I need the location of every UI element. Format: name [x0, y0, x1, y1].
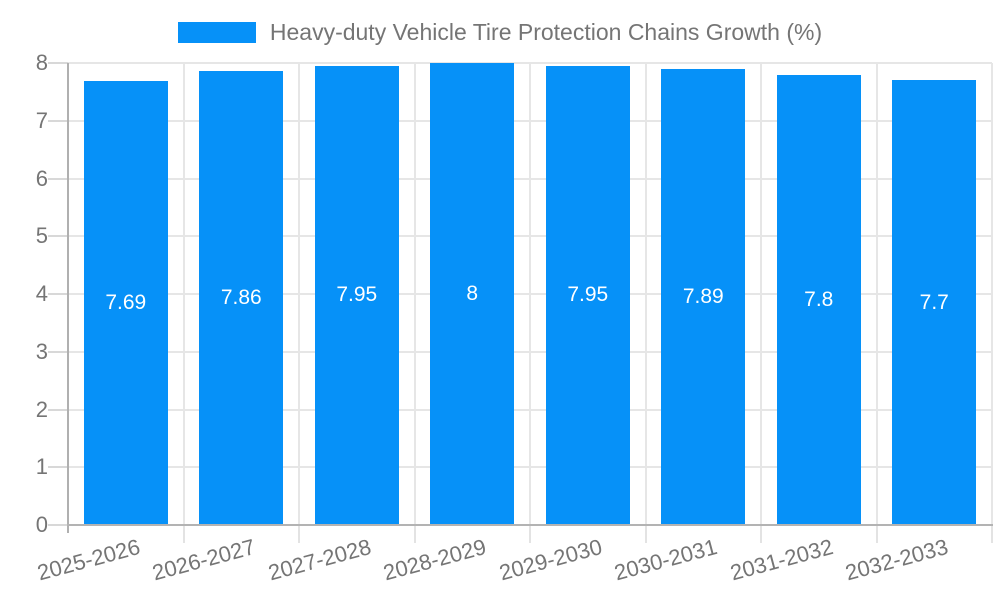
- x-gridline: [529, 63, 531, 525]
- x-gridline: [298, 63, 300, 525]
- y-axis-tick-label: 4: [35, 281, 48, 306]
- x-gridline: [875, 63, 878, 525]
- legend-swatch-icon: [177, 21, 256, 43]
- bar[interactable]: [776, 74, 861, 525]
- y-axis-tick: [48, 524, 68, 526]
- y-axis-line: [67, 63, 69, 533]
- bar[interactable]: [892, 80, 977, 525]
- x-gridline: [413, 63, 416, 525]
- bar-value-label: 7.95: [567, 283, 609, 307]
- x-axis-tick-label: 2031-2032: [727, 534, 836, 586]
- bar[interactable]: [661, 69, 746, 525]
- y-axis-tick: [48, 466, 68, 469]
- y-axis-tick: [48, 119, 68, 122]
- x-axis-tick-label: 2027-2028: [265, 534, 374, 586]
- x-axis-tick: [875, 525, 878, 543]
- bar-value-label: 7.86: [220, 286, 262, 310]
- x-axis-tick-label: 2025-2026: [34, 534, 143, 586]
- x-axis-tick-label: 2032-2033: [842, 534, 951, 586]
- bar[interactable]: [545, 65, 630, 525]
- y-axis-tick-label: 6: [35, 165, 48, 191]
- x-axis-tick-label: 2030-2031: [611, 534, 720, 586]
- bar[interactable]: [314, 65, 399, 525]
- x-gridline: [760, 63, 762, 525]
- x-axis-tick: [529, 525, 531, 543]
- y-axis-tick-label: 3: [35, 338, 48, 364]
- y-axis-tick-label: 5: [35, 223, 48, 249]
- bar-value-label: 7.69: [105, 290, 147, 314]
- x-axis-baseline: [67, 524, 993, 526]
- x-gridline: [991, 63, 993, 525]
- y-axis-tick-label: 7: [35, 107, 48, 133]
- y-axis-tick: [48, 235, 68, 238]
- x-axis-tick-label: 2026-2027: [149, 534, 258, 586]
- x-axis-tick-label: 2028-2029: [380, 534, 489, 586]
- bar[interactable]: [199, 71, 284, 525]
- x-axis-tick: [182, 525, 185, 543]
- bar[interactable]: [430, 63, 515, 525]
- bar-value-label: 7.8: [804, 287, 834, 311]
- x-gridline: [182, 63, 185, 525]
- y-axis-tick-label: 8: [35, 50, 48, 75]
- x-axis-tick: [298, 525, 300, 543]
- x-gridline: [644, 63, 647, 525]
- y-axis-tick: [48, 177, 68, 180]
- y-axis-tick: [48, 350, 68, 353]
- x-axis-tick: [991, 525, 993, 543]
- y-axis-tick: [48, 62, 68, 64]
- x-axis-tick: [760, 525, 762, 543]
- x-axis-tick: [413, 525, 416, 543]
- y-axis-tick-label: 2: [35, 396, 48, 422]
- y-axis-tick: [48, 293, 68, 295]
- x-axis-tick-label: 2029-2030: [496, 534, 605, 586]
- bar[interactable]: [83, 80, 168, 525]
- x-axis-tick: [644, 525, 647, 543]
- chart-legend[interactable]: Heavy-duty Vehicle Tire Protection Chain…: [0, 14, 1000, 50]
- bar-value-label: 7.7: [919, 290, 949, 314]
- legend-label: Heavy-duty Vehicle Tire Protection Chain…: [269, 18, 823, 45]
- y-axis-tick: [48, 408, 68, 411]
- y-axis-tick-label: 1: [35, 454, 48, 480]
- bar-value-label: 7.89: [682, 285, 724, 309]
- bar-value-label: 8: [466, 282, 479, 305]
- bar-value-label: 7.95: [336, 283, 378, 307]
- y-axis-tick-label: 0: [35, 512, 48, 537]
